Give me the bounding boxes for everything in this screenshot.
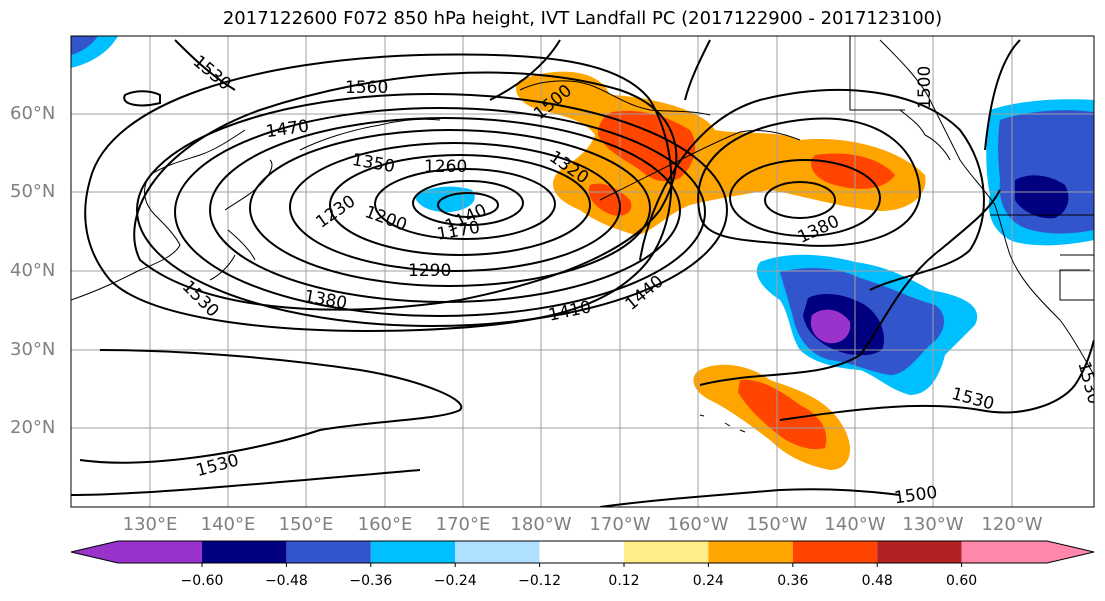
lon-label: 160°E: [357, 514, 413, 535]
lat-label: 20°N: [10, 417, 56, 438]
map-title: 2017122600 F072 850 hPa height, IVT Land…: [222, 8, 943, 29]
contour-label: 1560: [345, 78, 388, 98]
graticule: [71, 36, 1094, 507]
ivt-shading-negative-east: [986, 99, 1094, 246]
colorbar-segment: [118, 541, 202, 563]
colorbar-tick-label: 0.36: [777, 573, 809, 589]
contour-label: 1290: [408, 261, 451, 281]
colorbar-tick-label: 0.12: [608, 573, 640, 589]
contour-label: 1500: [893, 483, 939, 509]
height-contours: [71, 39, 1094, 507]
colorbar-outline: [70, 540, 1095, 564]
lon-label: 180°W: [510, 514, 572, 535]
lon-label: 150°E: [278, 514, 334, 535]
colorbar-tick-label: −0.36: [349, 573, 393, 589]
colorbar-tick-label: 0.48: [861, 573, 893, 589]
lon-label: 170°W: [589, 514, 651, 535]
colorbar-segment: [370, 541, 456, 563]
colorbar-segment: [624, 541, 709, 563]
colorbar-extend-min: [71, 541, 118, 563]
lon-label: 130°W: [902, 514, 964, 535]
lon-label: 120°W: [981, 514, 1043, 535]
colorbar-segment: [961, 541, 1047, 563]
colorbar: [70, 540, 1095, 567]
colorbar-tick-label: −0.60: [180, 573, 224, 589]
ivt-shading-positive-south: [693, 364, 850, 470]
colorbar-tick-label: 0.60: [946, 573, 978, 589]
colorbar-tick-label: −0.48: [264, 573, 308, 589]
lon-label: 140°W: [824, 514, 886, 535]
colorbar-segment: [539, 541, 624, 563]
lon-label: 170°E: [435, 514, 491, 535]
contour-label: 1500: [915, 66, 935, 109]
lon-label: 140°E: [200, 514, 256, 535]
lon-label: 150°W: [746, 514, 808, 535]
lon-label: 130°E: [122, 514, 178, 535]
colorbar-segment: [455, 541, 540, 563]
lat-label: 60°N: [10, 103, 56, 124]
lat-label: 50°N: [10, 181, 56, 202]
colorbar-segment: [286, 541, 371, 563]
colorbar-segment: [877, 541, 962, 563]
lon-label: 160°W: [667, 514, 729, 535]
colorbar-tick-label: −0.24: [433, 573, 477, 589]
map-frame: [70, 35, 1095, 508]
lat-label: 40°N: [10, 260, 56, 281]
lat-label: 30°N: [10, 339, 56, 360]
colorbar-segment: [202, 541, 287, 563]
colorbar-segment: [708, 541, 793, 563]
contour-label: 1260: [424, 157, 467, 177]
colorbar-tick-label: −0.12: [518, 573, 562, 589]
colorbar-extend-max: [1047, 541, 1094, 563]
colorbar-segment: [792, 541, 878, 563]
ivt-shading-negative-central: [756, 254, 978, 395]
colorbar-tick-label: 0.24: [692, 573, 724, 589]
